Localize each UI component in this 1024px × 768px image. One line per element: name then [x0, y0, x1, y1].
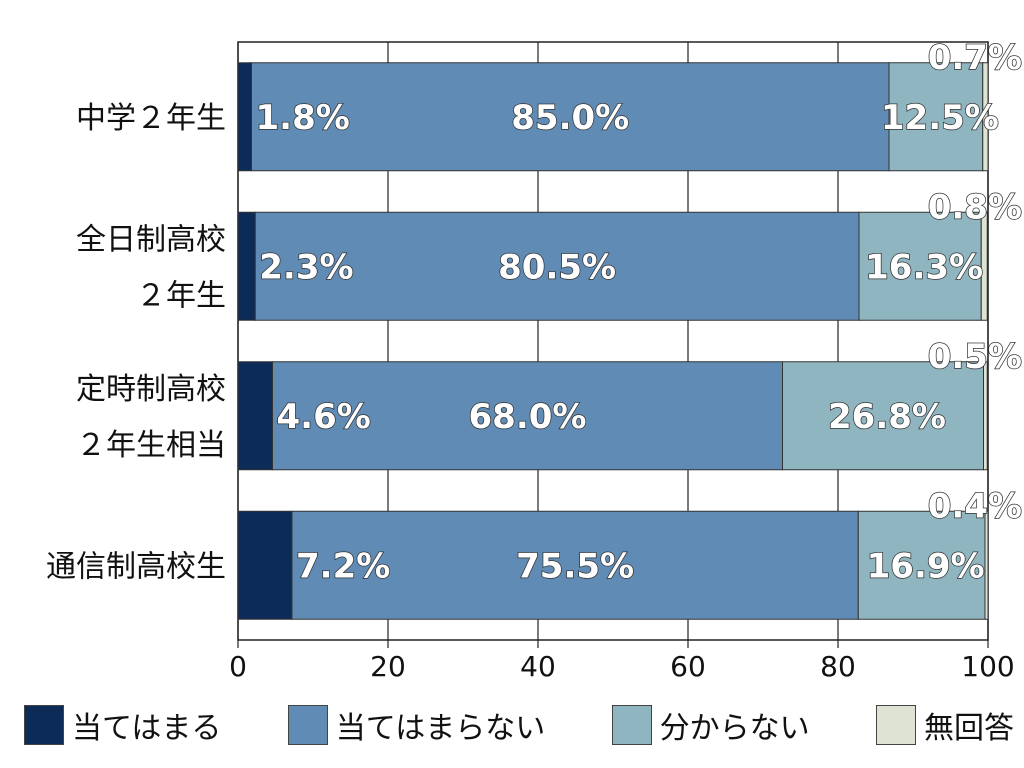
legend-label-3: 分からない — [659, 711, 810, 746]
legend-label-1: 当てはまる — [72, 711, 222, 746]
bar-segment-1-2 — [251, 62, 890, 172]
bar-segment-3-2 — [272, 361, 783, 471]
bar-segment-1-1 — [237, 62, 252, 172]
bar-segment-3-3 — [782, 361, 984, 471]
x-tick-label-60: 60 — [670, 650, 706, 683]
value-label-2-1: 2.3% — [259, 247, 353, 287]
value-label-2-2: 80.5% — [498, 247, 616, 287]
value-label-1-2: 85.0% — [511, 98, 629, 138]
bar-segment-1-4 — [982, 62, 989, 172]
bar-segment-3-4 — [983, 361, 988, 471]
category-label-1-1: 中学２年生 — [76, 101, 226, 136]
bar-segment-4-2 — [291, 510, 859, 620]
bar-segment-2-4 — [980, 211, 988, 321]
category-label-2-2: ２年生 — [136, 278, 226, 313]
value-label-1-4: 0.7% — [928, 38, 1022, 78]
value-label-4-4: 0.4% — [928, 486, 1022, 526]
value-label-1-3: 12.5% — [881, 98, 999, 138]
stacked-bar-chart: 0 20 40 60 80 100 1.8% 85.0% 12.5% 0.7% 中学２年生 2.3% 8… — [46, 37, 1023, 683]
x-tick-label-0: 0 — [229, 650, 247, 683]
chart-legend: 当てはまる 当てはまらない 分からない 無回答 — [24, 700, 1014, 750]
legend-item-4: 無回答 — [875, 703, 1014, 747]
legend-item-3: 分からない — [611, 703, 810, 747]
category-label-4-1: 通信制高校生 — [46, 549, 226, 584]
x-tick-label-100: 100 — [961, 650, 1014, 683]
value-label-3-1: 4.6% — [277, 397, 371, 437]
value-label-4-1: 7.2% — [296, 546, 390, 586]
value-label-3-3: 26.8% — [828, 397, 946, 437]
legend-item-1: 当てはまる — [24, 703, 221, 747]
bar-segment-2-2 — [254, 211, 860, 321]
category-label-2-1: 全日制高校 — [76, 222, 226, 257]
value-label-2-4: 0.8% — [928, 187, 1022, 227]
value-label-2-3: 16.3% — [865, 247, 983, 287]
x-tick-label-80: 80 — [820, 650, 856, 683]
value-label-3-4: 0.5% — [928, 337, 1022, 377]
bar-segment-3-1 — [237, 361, 273, 471]
value-label-1-1: 1.8% — [256, 98, 350, 138]
legend-swatch-3 — [611, 705, 652, 745]
bar-segment-2-1 — [237, 211, 256, 321]
value-label-4-2: 75.5% — [516, 546, 634, 586]
x-tick-label-20: 20 — [370, 650, 406, 683]
x-tick-label-40: 40 — [520, 650, 556, 683]
legend-swatch-1 — [24, 705, 64, 745]
bar-segment-4-1 — [237, 510, 293, 620]
value-label-4-3: 16.9% — [867, 546, 985, 586]
bar-segment-2-3 — [858, 211, 982, 321]
legend-swatch-4 — [875, 705, 916, 745]
bar-segment-1-3 — [888, 62, 984, 172]
value-label-3-2: 68.0% — [469, 397, 587, 437]
legend-item-2: 当てはまらない — [287, 703, 546, 747]
legend-swatch-2 — [287, 705, 328, 745]
legend-label-4: 無回答 — [923, 711, 1014, 746]
category-label-3-2: ２年生相当 — [76, 428, 226, 463]
category-label-3-1: 定時制高校 — [76, 372, 226, 407]
bar-segment-4-4 — [984, 510, 989, 620]
legend-label-2: 当てはまらない — [335, 711, 546, 746]
